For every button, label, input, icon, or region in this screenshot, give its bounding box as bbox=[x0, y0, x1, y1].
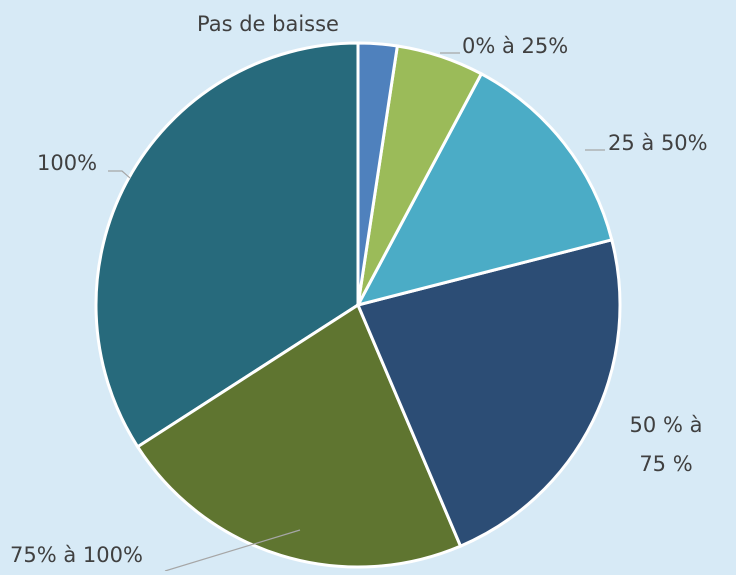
pie-slice bbox=[356, 41, 400, 306]
slice-label: 100% bbox=[37, 151, 98, 175]
leader-line bbox=[164, 529, 301, 571]
slice-label: 50 % à 75 % bbox=[629, 413, 703, 476]
slice-label: 0% à 25% bbox=[462, 34, 569, 58]
slice-label: 75% à 100% bbox=[10, 543, 143, 567]
slice-label: Pas de baisse bbox=[197, 12, 339, 36]
slice-label: 25 à 50% bbox=[608, 131, 708, 155]
pie-slice bbox=[135, 302, 463, 569]
leader-line bbox=[108, 170, 131, 179]
pie-slice bbox=[355, 71, 614, 308]
pie-slice bbox=[355, 238, 622, 549]
